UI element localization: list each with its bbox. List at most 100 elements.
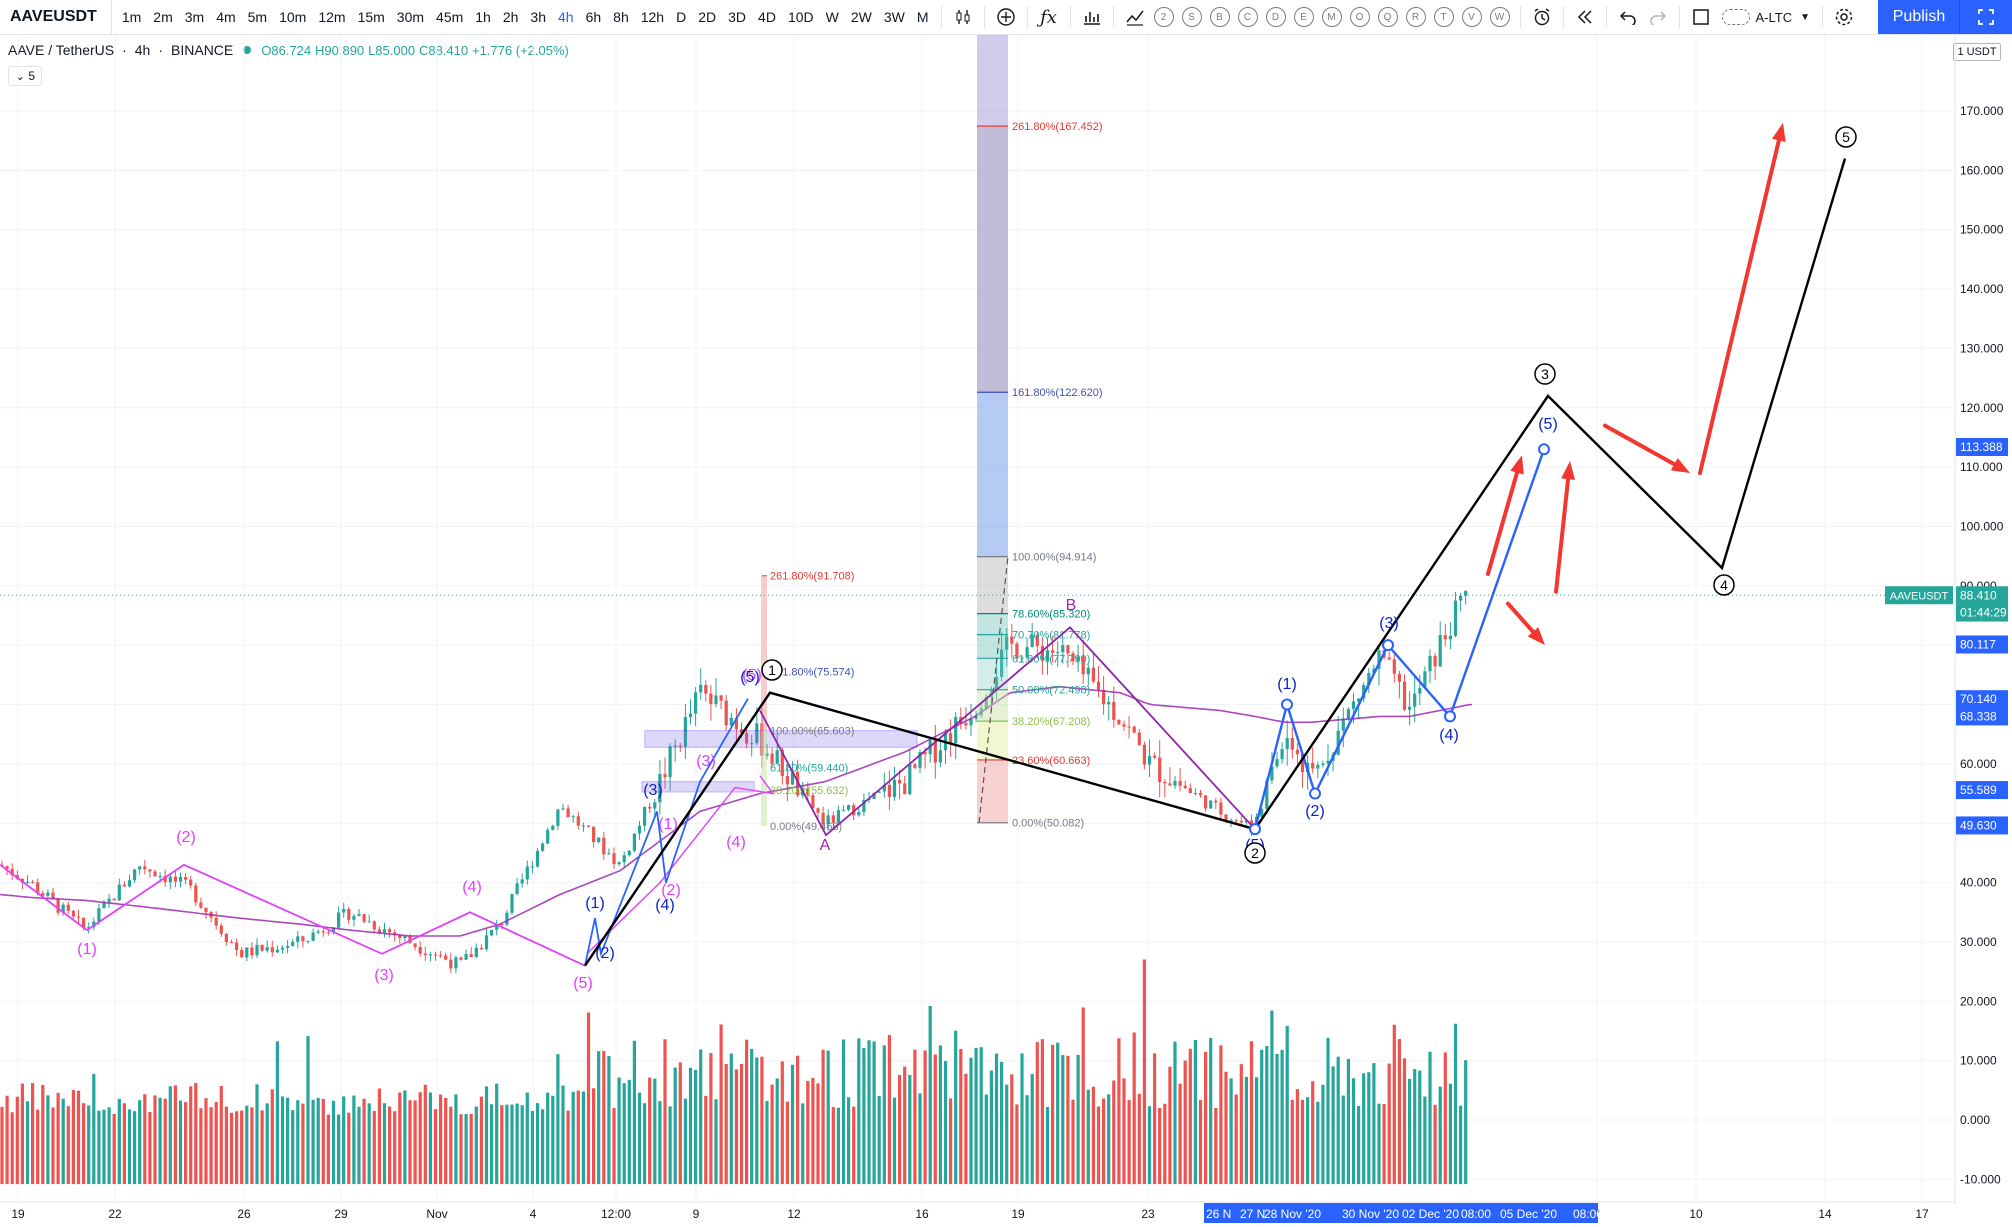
- replay-icon[interactable]: [1570, 2, 1600, 32]
- letter-button-Q[interactable]: Q: [1377, 7, 1398, 27]
- fib-left-label: 0.00%(49.468): [770, 821, 842, 833]
- candle-body: [138, 866, 142, 870]
- indicators-toggle[interactable]: ⌄ 5: [8, 66, 43, 86]
- fib-left-label: 161.80%(75.574): [770, 666, 854, 678]
- interval-4D[interactable]: 4D: [758, 9, 776, 25]
- letter-button-V[interactable]: V: [1461, 7, 1482, 27]
- interval-2D[interactable]: 2D: [698, 9, 717, 25]
- volume-bar: [148, 1112, 152, 1185]
- undo-icon[interactable]: [1613, 2, 1643, 32]
- legend-change: +1.776 (+2.05%): [472, 42, 569, 58]
- layout-icon[interactable]: [1686, 2, 1716, 32]
- symbol-tag-label: AAVEUSDT: [1890, 590, 1949, 602]
- interval-3h[interactable]: 3h: [530, 9, 546, 25]
- alert-icon[interactable]: [1527, 2, 1557, 32]
- volume-bar: [224, 1106, 228, 1185]
- letter-button-S[interactable]: S: [1181, 7, 1202, 27]
- saved-layout[interactable]: A-LTC ▼: [1716, 9, 1817, 25]
- letter-button-M[interactable]: M: [1321, 7, 1342, 27]
- interval-15m[interactable]: 15m: [357, 9, 385, 25]
- time-tick-label: Nov: [426, 1207, 447, 1221]
- candle-body: [683, 717, 687, 747]
- interval-M[interactable]: M: [916, 9, 929, 25]
- interval-10m[interactable]: 10m: [279, 9, 307, 25]
- fib-trend-line: [978, 556, 1009, 823]
- volume-bar: [602, 1051, 606, 1185]
- redo-icon[interactable]: [1643, 2, 1673, 32]
- candle-body: [112, 898, 116, 901]
- candle-body: [592, 826, 596, 843]
- interval-2W[interactable]: 2W: [850, 9, 872, 25]
- interval-D[interactable]: D: [676, 9, 687, 25]
- fib-band: [977, 759, 1008, 823]
- interval-3m[interactable]: 3m: [184, 9, 205, 25]
- interval-4h[interactable]: 4h: [558, 9, 574, 25]
- letter-button-O[interactable]: O: [1349, 7, 1370, 27]
- letter-button-T[interactable]: T: [1433, 7, 1454, 27]
- interval-2h[interactable]: 2h: [502, 9, 519, 25]
- interval-4m[interactable]: 4m: [216, 9, 236, 25]
- candle-body: [1163, 782, 1167, 784]
- candle-body: [586, 825, 591, 827]
- volume-bar: [954, 1030, 958, 1185]
- candle-body: [153, 871, 157, 877]
- fullscreen-icon[interactable]: [1959, 0, 2012, 34]
- interval-30m[interactable]: 30m: [396, 9, 425, 25]
- interval-2m[interactable]: 2m: [153, 9, 173, 25]
- volume-bar: [898, 1075, 902, 1185]
- interval-12h[interactable]: 12h: [640, 9, 665, 25]
- volume-bar: [1147, 1106, 1152, 1185]
- templates-icon[interactable]: [1120, 2, 1150, 32]
- candle-body: [229, 941, 234, 943]
- time-tick-label: 14: [1818, 1207, 1832, 1221]
- interval-W[interactable]: W: [825, 9, 839, 25]
- interval-3W[interactable]: 3W: [883, 9, 905, 25]
- publish-button[interactable]: Publish: [1878, 0, 1960, 34]
- letter-button-D[interactable]: D: [1265, 7, 1286, 27]
- interval-1m[interactable]: 1m: [121, 9, 142, 25]
- volume-bar: [709, 1053, 713, 1185]
- symbol-search[interactable]: AAVEUSDT: [0, 0, 112, 34]
- black-major-wave-line: [584, 158, 1847, 967]
- volume-bar: [311, 1099, 315, 1185]
- candle-body: [117, 884, 121, 901]
- interval-3D[interactable]: 3D: [728, 9, 747, 25]
- indicators-icon[interactable]: ƒx: [1040, 6, 1057, 28]
- candle-body: [326, 932, 330, 934]
- candle-body: [82, 917, 86, 929]
- currency-label[interactable]: 1 USDT: [1953, 43, 2001, 61]
- letter-button-R[interactable]: R: [1405, 7, 1426, 27]
- candle-body: [1346, 709, 1350, 719]
- volume-bar: [1418, 1070, 1422, 1185]
- candle-body: [515, 883, 519, 894]
- time-tick-label: 9: [693, 1207, 700, 1221]
- candles-icon[interactable]: [948, 2, 978, 32]
- interval-1h[interactable]: 1h: [475, 9, 491, 25]
- settings-gear-icon[interactable]: [1829, 2, 1859, 32]
- add-compare-icon[interactable]: [991, 2, 1021, 32]
- candle-body: [291, 941, 295, 946]
- candle-body: [97, 908, 101, 922]
- interval-45m[interactable]: 45m: [436, 9, 464, 25]
- volume-bar: [658, 1101, 662, 1185]
- blue-wave-line-2: [1253, 448, 1546, 830]
- interval-10D[interactable]: 10D: [787, 9, 814, 25]
- letter-button-B[interactable]: B: [1209, 7, 1230, 27]
- letter-button-2[interactable]: 2: [1153, 7, 1174, 27]
- interval-8h[interactable]: 8h: [613, 9, 629, 25]
- letter-button-E[interactable]: E: [1293, 7, 1314, 27]
- time-tick-label: 7: [1594, 1207, 1601, 1221]
- volume-bar: [204, 1098, 208, 1185]
- letter-button-C[interactable]: C: [1237, 7, 1258, 27]
- interval-5m[interactable]: 5m: [247, 9, 268, 25]
- price-label-box: [1956, 603, 2008, 622]
- interval-12m[interactable]: 12m: [318, 9, 346, 25]
- interval-6h[interactable]: 6h: [585, 9, 602, 25]
- financials-icon[interactable]: [1077, 2, 1107, 32]
- letter-button-W[interactable]: W: [1489, 7, 1510, 27]
- red-arrow-up-1: [1486, 455, 1524, 576]
- candle-body: [1117, 719, 1121, 725]
- volume-bar: [265, 1103, 269, 1185]
- volume-bar: [515, 1103, 519, 1185]
